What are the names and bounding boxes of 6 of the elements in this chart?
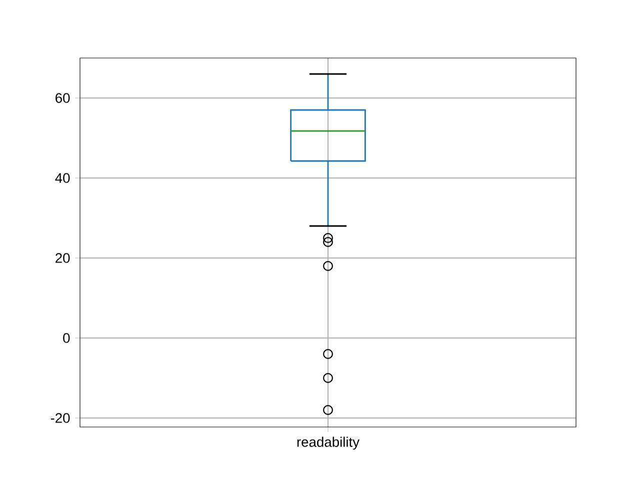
- y-tick-label: 40: [55, 173, 70, 183]
- x-tick-label: readability: [297, 436, 360, 450]
- y-tick-label: 0: [63, 333, 70, 343]
- y-tick-label: 60: [56, 93, 70, 103]
- y-tick-label: -20: [50, 413, 70, 423]
- y-tick-label: 20: [56, 253, 70, 263]
